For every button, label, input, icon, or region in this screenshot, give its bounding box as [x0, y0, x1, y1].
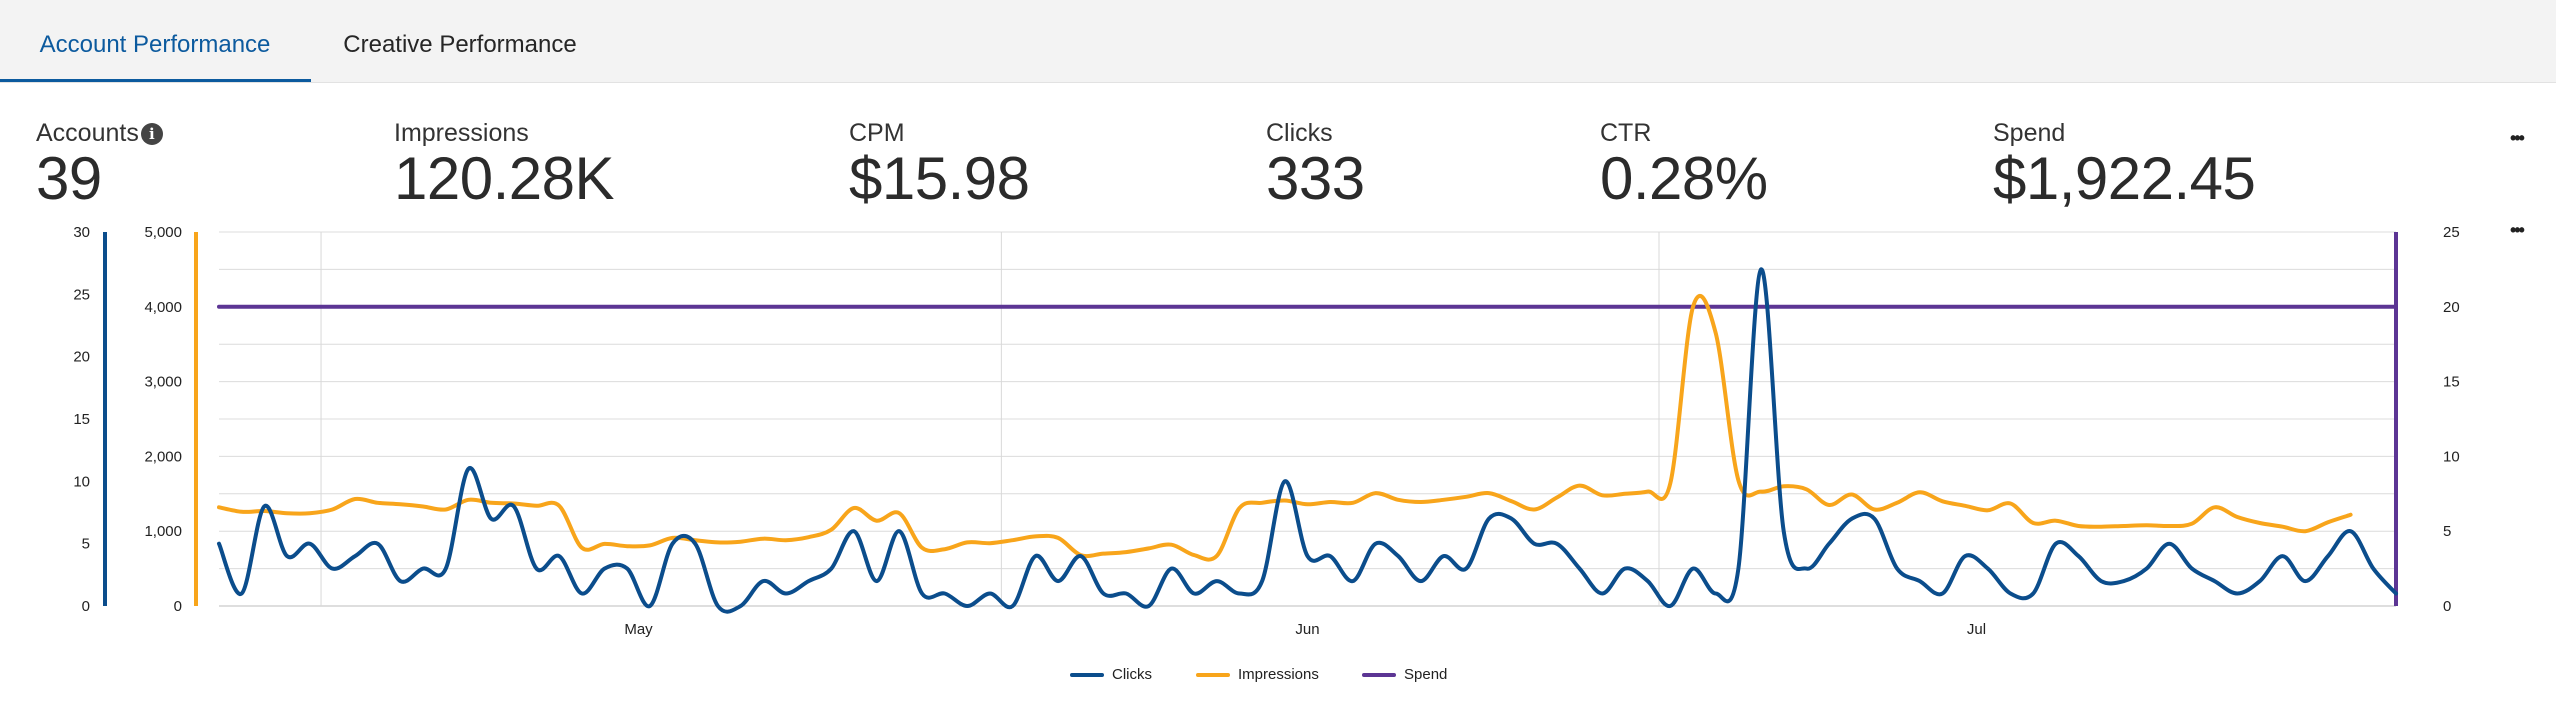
- clicks-y-tick-label: 15: [73, 411, 90, 428]
- kpi-clicks: Clicks 333: [1266, 116, 1365, 210]
- x-tick-label: Jul: [1967, 621, 1986, 638]
- legend-swatch-clicks: [1070, 673, 1104, 678]
- kpi-accounts-label: Accounts: [36, 119, 139, 147]
- spend-y-tick-label: 5: [2443, 523, 2451, 540]
- spend-y-tick-label: 10: [2443, 448, 2460, 465]
- kpi-accounts-value: 39: [36, 145, 102, 212]
- legend-swatch-spend: [1362, 673, 1396, 678]
- kpi-cpm-value: $15.98: [849, 145, 1030, 212]
- chart-more-menu-icon[interactable]: •••: [2510, 220, 2525, 240]
- kpi-cpm-label: CPM: [849, 119, 905, 147]
- tab-creative-performance[interactable]: Creative Performance: [343, 31, 577, 58]
- active-tab-indicator: [0, 79, 311, 82]
- impressions-y-tick-label: 5,000: [144, 224, 182, 241]
- kpi-spend-value: $1,922.45: [1993, 145, 2256, 212]
- tab-bar: Account Performance Creative Performance: [0, 0, 2556, 83]
- kpi-impressions-label: Impressions: [394, 119, 529, 147]
- kpi-spend: Spend $1,922.45: [1993, 116, 2256, 212]
- kpi-clicks-value: 333: [1266, 145, 1365, 212]
- spend-y-tick-label: 0: [2443, 598, 2451, 615]
- legend-item-impressions[interactable]: Impressions: [1196, 666, 1319, 683]
- clicks-y-tick-label: 10: [73, 473, 90, 490]
- impressions-y-tick-label: 4,000: [144, 299, 182, 316]
- clicks-y-tick-label: 5: [82, 536, 90, 553]
- spend-y-tick-label: 15: [2443, 374, 2460, 391]
- kpi-ctr-value: 0.28%: [1600, 145, 1768, 212]
- legend-label-clicks: Clicks: [1112, 666, 1152, 683]
- legend-label-spend: Spend: [1404, 666, 1448, 683]
- impressions-y-tick-label: 1,000: [144, 523, 182, 540]
- x-tick-label: Jun: [1295, 621, 1319, 638]
- legend-label-impressions: Impressions: [1238, 666, 1319, 683]
- series-line-impressions: [217, 294, 2353, 562]
- kpi-cpm: CPM $15.98: [849, 116, 1030, 210]
- impressions-y-tick-label: 0: [174, 598, 182, 615]
- kpi-clicks-label: Clicks: [1266, 119, 1333, 147]
- info-icon[interactable]: i: [140, 123, 163, 145]
- series-line-clicks: [217, 267, 2398, 614]
- clicks-y-tick-label: 25: [73, 286, 90, 303]
- impressions-y-tick-label: 3,000: [144, 374, 182, 391]
- legend-swatch-impressions: [1196, 673, 1230, 678]
- kpi-ctr-label: CTR: [1600, 119, 1652, 147]
- clicks-y-tick-label: 20: [73, 349, 90, 366]
- spend-y-tick-label: 25: [2443, 224, 2460, 241]
- legend-item-spend[interactable]: Spend: [1362, 666, 1447, 683]
- kpi-impressions-value: 120.28K: [394, 145, 615, 212]
- tab-account-performance[interactable]: Account Performance: [39, 31, 271, 58]
- kpi-impressions: Impressions 120.28K: [394, 116, 615, 212]
- kpi-spend-label: Spend: [1993, 119, 2066, 147]
- kpi-accounts: Accounts i 39: [36, 116, 163, 210]
- kpi-ctr: CTR 0.28%: [1600, 116, 1768, 210]
- clicks-y-tick-label: 30: [73, 224, 90, 241]
- impressions-y-tick-label: 2,000: [144, 448, 182, 465]
- kpi-more-menu-icon[interactable]: •••: [2510, 128, 2525, 148]
- x-tick-label: May: [624, 621, 653, 638]
- clicks-y-tick-label: 0: [82, 598, 90, 615]
- legend-item-clicks[interactable]: Clicks: [1070, 666, 1152, 683]
- spend-y-tick-label: 20: [2443, 299, 2460, 316]
